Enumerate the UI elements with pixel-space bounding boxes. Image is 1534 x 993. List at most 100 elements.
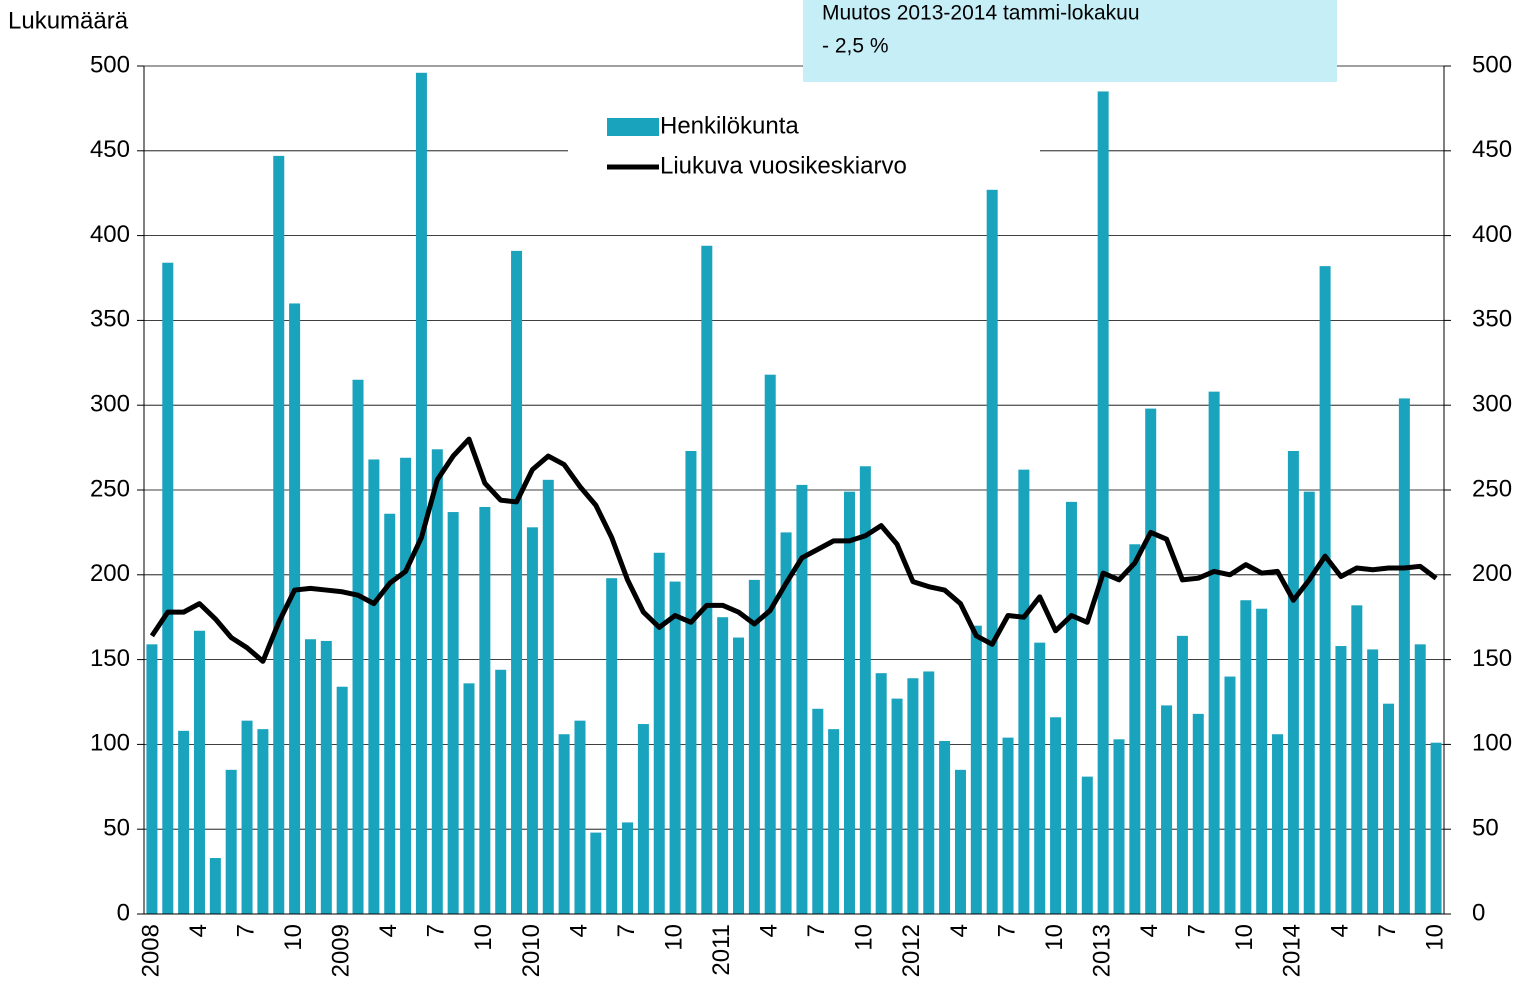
annotation-text: - 2,5 % [822, 35, 889, 58]
legend-box [568, 96, 1040, 188]
bar [1240, 600, 1252, 914]
x-tick-label: 2011 [708, 924, 735, 976]
y-axis-label: Lukumäärä [8, 7, 129, 34]
x-tick-label: 7 [1374, 924, 1401, 937]
bar [336, 686, 348, 914]
bar [606, 578, 618, 914]
bar [780, 532, 792, 914]
bar [1224, 676, 1236, 914]
bar [891, 698, 903, 914]
bars [146, 72, 1442, 915]
bar [289, 303, 301, 914]
bar [1176, 635, 1188, 914]
bar [939, 741, 951, 914]
bar [526, 527, 538, 914]
bar [415, 72, 427, 914]
x-tick-label: 2008 [137, 924, 164, 977]
bar [1383, 703, 1395, 914]
x-tick-label: 4 [756, 924, 783, 937]
y2-tick-label: 0 [1472, 899, 1485, 926]
bar [970, 625, 982, 914]
y2-tick-label: 150 [1472, 645, 1512, 672]
bar [622, 822, 634, 914]
x-tick-label: 10 [1231, 924, 1258, 951]
x-tick-label: 10 [660, 924, 687, 951]
bar [1065, 501, 1077, 914]
y2-tick-label: 250 [1472, 475, 1512, 502]
x-tick-label: 10 [280, 924, 307, 951]
legend-label: Liukuva vuosikeskiarvo [660, 152, 907, 179]
bar [431, 449, 443, 914]
x-tick-label: 4 [1136, 924, 1163, 937]
bar [685, 450, 697, 914]
bar [479, 506, 491, 914]
bar [907, 678, 919, 914]
bar [162, 262, 174, 915]
bar [257, 729, 269, 914]
bar [1161, 705, 1173, 914]
y2-tick-label: 500 [1472, 51, 1512, 78]
y2-tick-label: 200 [1472, 560, 1512, 587]
annotation-box [803, 0, 1337, 82]
bar [400, 457, 412, 914]
x-tick-label: 2014 [1279, 924, 1306, 977]
bar [859, 466, 871, 914]
bar [273, 155, 285, 914]
bar [843, 491, 855, 914]
bar [495, 669, 507, 914]
y2-tick-label: 100 [1472, 730, 1512, 757]
bar [748, 579, 760, 914]
x-tick-label: 4 [565, 924, 592, 937]
y-tick-label: 400 [90, 221, 130, 248]
y2-tick-label: 450 [1472, 136, 1512, 163]
bar [1256, 608, 1268, 914]
bar [574, 720, 586, 914]
bar [146, 644, 158, 914]
bar [717, 617, 729, 914]
bar [1287, 450, 1299, 914]
bar [923, 671, 935, 914]
x-tick-label: 4 [185, 924, 212, 937]
x-tick-label: 4 [375, 924, 402, 937]
y-tick-label: 150 [90, 645, 130, 672]
y2-tick-label: 50 [1472, 815, 1499, 842]
bar [1208, 391, 1220, 915]
bar [875, 673, 887, 914]
bar [669, 581, 681, 914]
bar [1272, 734, 1284, 914]
bar [542, 479, 554, 914]
x-tick-label: 4 [946, 924, 973, 937]
line [149, 436, 1438, 664]
bar [653, 552, 665, 914]
x-tick-label: 7 [993, 924, 1020, 937]
x-tick-label: 7 [423, 924, 450, 937]
y2-tick-label: 400 [1472, 221, 1512, 248]
bar [193, 630, 205, 914]
bar [812, 708, 824, 914]
bar [1145, 408, 1157, 914]
bar [1430, 742, 1442, 914]
bar [1414, 644, 1426, 914]
bar [209, 858, 221, 914]
y-tick-label: 450 [90, 136, 130, 163]
x-tick-label: 7 [613, 924, 640, 937]
x-tick-label: 10 [851, 924, 878, 951]
bar [637, 724, 649, 914]
x-tick-label: 2012 [898, 924, 925, 977]
legend: Henkilökunta Liukuva vuosikeskiarvo [568, 96, 1040, 188]
bar [320, 640, 332, 914]
bar [828, 729, 840, 914]
y-tick-label: 100 [90, 730, 130, 757]
bar [178, 730, 190, 914]
y-tick-label: 50 [103, 815, 130, 842]
y-tick-label: 350 [90, 306, 130, 333]
annotation-text: Muutos 2013-2014 tammi-lokakuu [822, 2, 1140, 25]
bar [986, 189, 998, 915]
bar [1034, 642, 1046, 914]
bar [463, 683, 475, 914]
legend-swatch [607, 118, 659, 136]
bar [241, 720, 253, 914]
x-tick-label: 10 [1041, 924, 1068, 951]
bar [384, 513, 396, 914]
